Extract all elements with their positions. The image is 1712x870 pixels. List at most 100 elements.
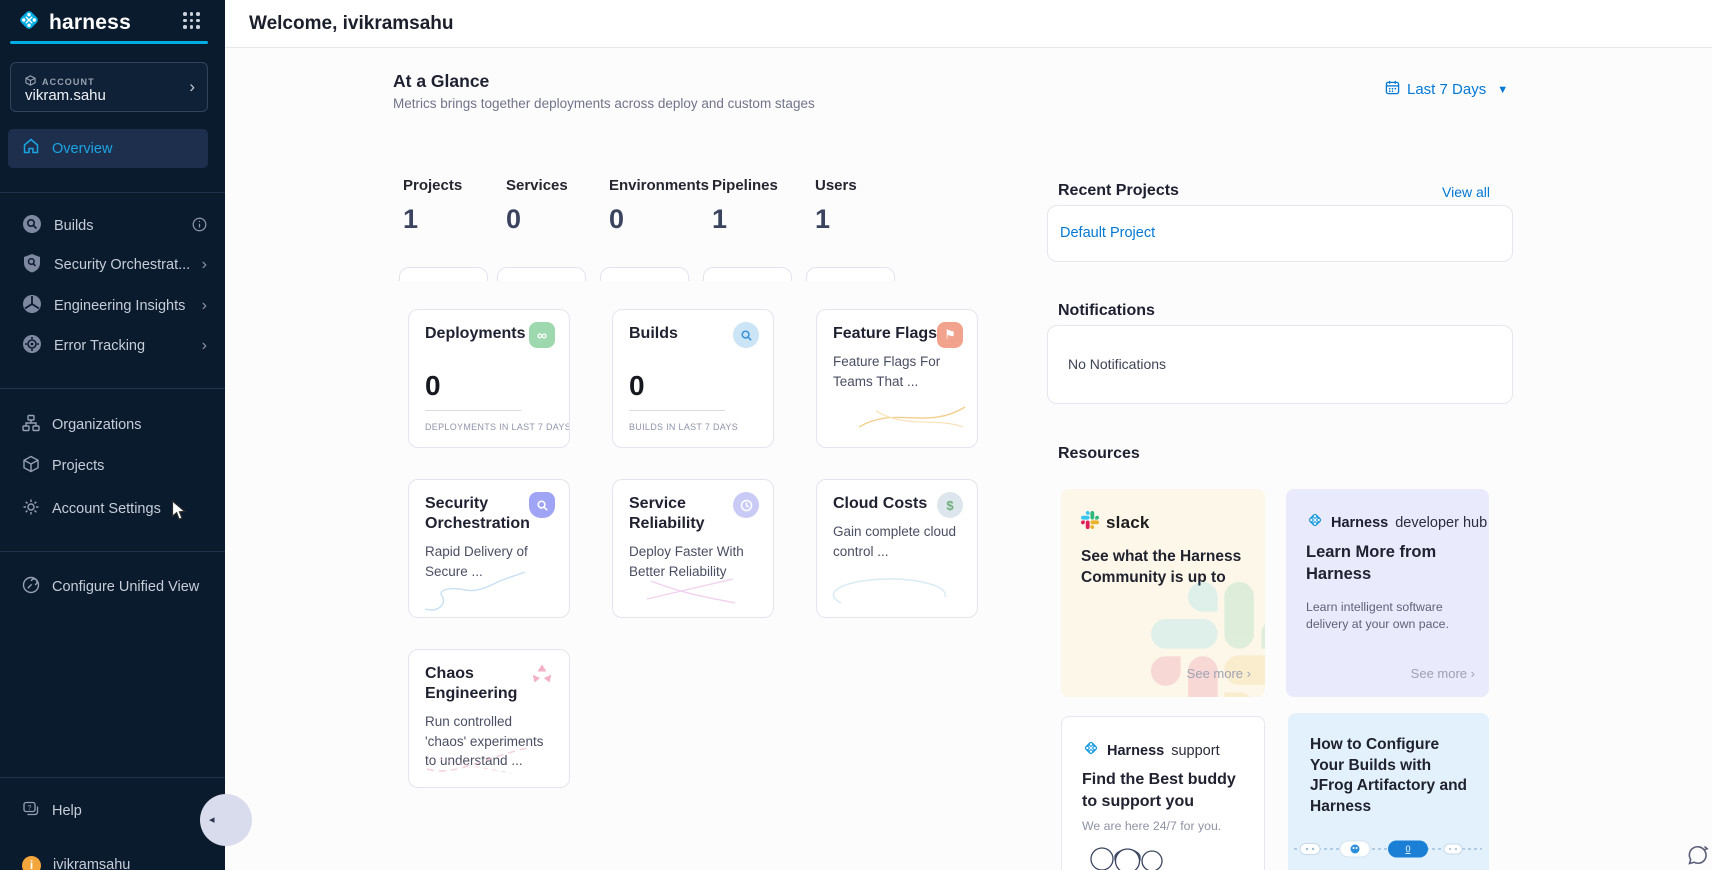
brand-suffix: support [1171,742,1220,759]
default-project-link[interactable]: Default Project [1060,225,1156,241]
collapse-arrow-icon: ◂ [209,814,215,826]
sidebar-item-label: Builds [54,218,94,234]
gear-icon [22,498,40,521]
chat-widget-icon[interactable] [1684,841,1710,870]
sidebar-item-label: Configure Unified View [52,579,200,595]
divider [425,410,521,411]
metric-card-peek [703,267,792,281]
mouse-cursor [171,499,188,527]
account-selector[interactable]: ACCOUNT vikram.sahu › [10,62,208,112]
harness-logo-icon [1082,739,1100,762]
divider [0,388,225,389]
header: Welcome, ivikramsahu [225,0,1712,48]
user-menu[interactable]: i ivikramsahu [0,847,225,870]
support-subtext: We are here 24/7 for you. [1082,819,1222,833]
info-icon[interactable] [192,217,207,236]
user-name: ivikramsahu [53,857,131,870]
metric-pipelines: Pipelines 1 [712,177,778,234]
card-desc: Rapid Delivery of Secure ... [425,544,528,579]
card-desc: Run controlled 'chaos' experiments to un… [425,714,544,769]
security-orchestration-card[interactable]: Security Orchestration Rapid Delivery of… [408,479,570,618]
module-grid-icon[interactable] [183,12,200,29]
metric-services: Services 0 [506,177,568,234]
metric-card-peek [399,267,488,281]
date-range-selector[interactable]: Last 7 Days ▼ [1385,80,1508,99]
sidebar-item-security-orchestration[interactable]: Security Orchestrat... › [0,247,225,283]
sidebar-collapse-handle[interactable]: ◂ [200,794,252,846]
sidebar-item-projects[interactable]: Projects [0,448,225,484]
brand-suffix: developer hub [1395,514,1488,531]
card-caption: BUILDS IN LAST 7 DAYS [629,422,739,432]
chaos-engineering-card[interactable]: Chaos Engineering Run controlled 'chaos'… [408,649,570,788]
feature-flags-card[interactable]: Feature Flags ⚑ Feature Flags For Teams … [816,309,978,448]
support-headline: Find the Best buddy to support you [1082,771,1236,810]
caret-down-icon: ▼ [1497,83,1509,96]
insights-module-icon [22,294,42,319]
decorative-sketch [832,578,947,604]
help-chat-icon: ? [22,800,40,823]
at-a-glance-title: At a Glance [393,71,490,91]
chevron-right-icon: › [201,337,207,354]
builds-count: 0 [629,370,645,401]
sidebar-item-organizations[interactable]: Organizations [0,407,225,443]
developer-hub-card[interactable]: Harness developer hub Learn More from Ha… [1286,489,1489,697]
builds-card[interactable]: Builds 0 BUILDS IN LAST 7 DAYS [612,309,774,448]
page-title: Welcome, ivikramsahu [249,13,454,34]
harness-logo[interactable]: harness [16,7,131,38]
card-title: Deployments [425,325,526,342]
date-range-label: Last 7 Days [1407,81,1487,98]
flag-icon: ⚑ [937,322,963,348]
sidebar-item-label: Account Settings [52,501,161,517]
module-card-grid: Deployments ∞ 0 DEPLOYMENTS IN LAST 7 DA… [408,309,978,788]
account-name: vikram.sahu [25,87,106,104]
harness-logo-text: harness [49,10,131,34]
deployments-count: 0 [425,370,441,401]
sidebar-item-configure-unified-view[interactable]: Configure Unified View [0,569,225,605]
home-icon [22,137,40,160]
chevron-right-icon: › [201,256,207,273]
wrench-circle-icon [22,576,40,599]
metric-projects: Projects 1 [403,177,463,234]
card-title: Service Reliability [629,495,705,532]
metric-card-peek [600,267,689,281]
jfrog-article-card[interactable]: How to Configure Your Builds with JFrog … [1288,713,1489,870]
error-tracking-icon [22,334,42,359]
main-content: At a Glance Metrics brings together depl… [225,49,1712,870]
sidebar-item-label: Overview [52,140,113,157]
sidebar-item-help[interactable]: ? Help [0,793,225,829]
resources-title: Resources [1058,445,1140,462]
service-reliability-card[interactable]: Service Reliability Deploy Faster With B… [612,479,774,618]
view-all-link[interactable]: View all [1442,184,1490,200]
pipeline-illustration: 0 [1292,831,1484,870]
see-more-link[interactable]: See more › [1186,666,1251,681]
card-desc: Gain complete cloud control ... [833,524,957,559]
sidebar-item-label: Projects [52,458,105,474]
harness-support-card[interactable]: Harness support Find the Best buddy to s… [1061,716,1265,870]
support-people-illustration [1082,839,1174,870]
sidebar-item-label: Security Orchestrat... [54,257,191,273]
chaos-icon [529,662,555,688]
notifications-card: No Notifications [1047,325,1513,404]
slack-logo-icon [1081,511,1099,534]
sidebar-item-error-tracking[interactable]: Error Tracking › [0,328,225,364]
chevron-right-icon: › [201,297,207,314]
svg-text:0: 0 [1405,844,1410,854]
package-icon [25,73,36,91]
sidebar-item-engineering-insights[interactable]: Engineering Insights › [0,288,225,324]
slack-community-card[interactable]: slack See what the Harness Community is … [1061,489,1265,697]
cloud-costs-card[interactable]: Cloud Costs $ Gain complete cloud contro… [816,479,978,618]
divider [0,192,225,193]
sidebar-item-account-settings[interactable]: Account Settings [0,491,225,527]
account-label: ACCOUNT [42,77,95,87]
calendar-icon [1385,80,1400,99]
deployments-card[interactable]: Deployments ∞ 0 DEPLOYMENTS IN LAST 7 DA… [408,309,570,448]
notifications-title: Notifications [1058,302,1155,319]
sidebar-item-overview[interactable]: Overview [8,129,208,168]
devhub-subtext: Learn intelligent software delivery at y… [1306,600,1449,632]
security-shield-icon [529,492,555,518]
sidebar-item-builds[interactable]: Builds [0,208,225,244]
builds-search-icon [733,322,759,348]
sidebar-item-label: Engineering Insights [54,298,186,314]
see-more-link[interactable]: See more › [1410,666,1475,681]
card-caption: DEPLOYMENTS IN LAST 7 DAYS [425,422,570,432]
